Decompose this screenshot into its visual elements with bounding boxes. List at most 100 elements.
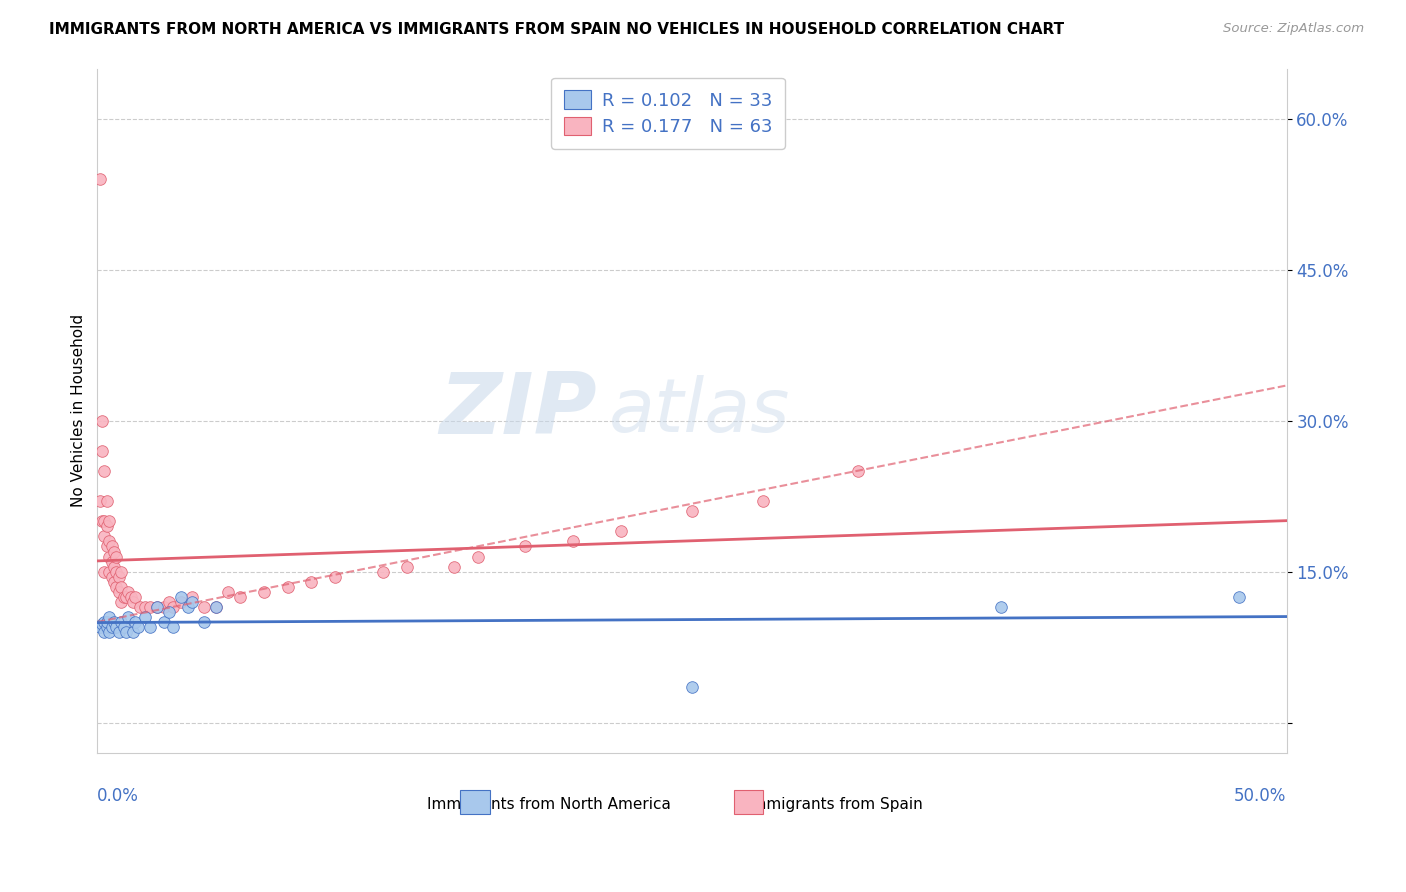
Point [100,540,122,554]
Point [112,620,135,634]
Point [117,610,139,624]
Point [91,616,114,631]
Point [96,494,118,508]
Point [990,599,1012,614]
Point [98,610,121,624]
Point [681,681,703,695]
Text: ZIP: ZIP [439,369,596,452]
Point [122,595,145,609]
Point [752,494,775,508]
Point [96,615,118,629]
Point [169,595,191,609]
FancyBboxPatch shape [734,790,763,814]
Text: atlas: atlas [609,375,790,447]
Point [100,620,122,634]
Point [681,504,703,518]
Point [205,599,228,614]
Point [217,584,239,599]
Point [89,494,111,508]
Point [153,599,176,614]
Point [107,584,129,599]
Point [100,555,122,569]
Point [127,620,149,634]
Point [91,443,114,458]
Point [124,615,146,629]
Point [323,569,346,583]
Point [89,620,111,634]
Point [146,599,169,614]
Point [115,625,138,640]
Point [93,565,115,579]
Point [134,599,156,614]
Point [110,595,132,609]
Point [103,574,125,589]
Point [157,595,180,609]
Text: 50.0%: 50.0% [1234,787,1286,805]
Point [105,580,128,594]
Text: Source: ZipAtlas.com: Source: ZipAtlas.com [1223,22,1364,36]
Point [93,615,115,629]
Point [98,534,121,549]
Point [93,625,115,640]
Text: Immigrants from Spain: Immigrants from Spain [747,797,922,813]
Point [115,590,138,604]
Point [162,620,184,634]
Point [138,599,160,614]
Point [112,590,135,604]
Point [169,590,191,604]
Point [93,529,115,543]
Point [205,599,228,614]
Point [1227,590,1250,604]
Point [98,565,121,579]
Point [117,584,139,599]
Point [91,414,114,428]
Point [229,590,252,604]
Point [609,524,631,539]
Point [162,599,184,614]
Point [134,610,156,624]
Point [848,464,870,478]
Point [129,599,152,614]
Point [91,514,114,528]
FancyBboxPatch shape [460,790,489,814]
Text: Immigrants from North America: Immigrants from North America [427,797,671,813]
Point [98,549,121,564]
Point [96,540,118,554]
Point [89,172,111,186]
Point [181,595,204,609]
Point [103,615,125,629]
Point [146,599,169,614]
Point [107,625,129,640]
Point [395,559,418,574]
Point [157,605,180,619]
Text: IMMIGRANTS FROM NORTH AMERICA VS IMMIGRANTS FROM SPAIN NO VEHICLES IN HOUSEHOLD : IMMIGRANTS FROM NORTH AMERICA VS IMMIGRA… [49,22,1064,37]
Point [253,584,276,599]
Point [443,559,465,574]
Point [177,599,200,614]
Legend: R = 0.102   N = 33, R = 0.177   N = 63: R = 0.102 N = 33, R = 0.177 N = 63 [551,78,785,149]
Point [98,625,121,640]
Point [110,615,132,629]
Point [562,534,585,549]
Point [138,620,160,634]
Point [105,620,128,634]
Point [120,590,142,604]
Point [277,580,299,594]
Point [96,519,118,533]
Point [105,565,128,579]
Point [515,540,537,554]
Point [110,580,132,594]
Point [105,549,128,564]
Point [110,565,132,579]
Point [153,615,176,629]
Point [93,514,115,528]
Point [299,574,322,589]
Point [98,514,121,528]
Point [193,599,215,614]
Y-axis label: No Vehicles in Household: No Vehicles in Household [72,314,86,508]
Point [371,565,394,579]
Point [122,625,145,640]
Point [107,569,129,583]
Text: 0.0%: 0.0% [97,787,139,805]
Point [103,544,125,558]
